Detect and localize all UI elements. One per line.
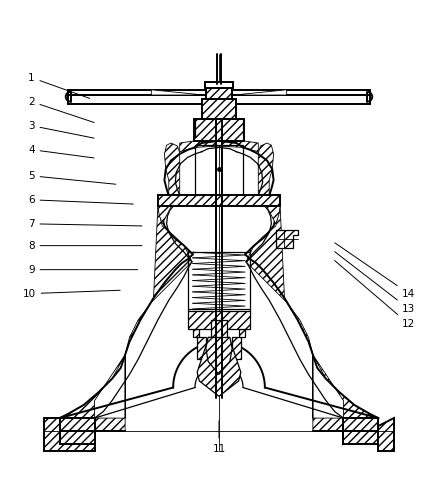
Polygon shape [44,418,95,451]
Text: 7: 7 [28,219,142,229]
Text: 5: 5 [28,171,116,184]
Polygon shape [193,328,199,338]
Polygon shape [343,418,378,444]
Polygon shape [68,90,370,95]
Polygon shape [258,143,274,196]
Text: 10: 10 [22,288,120,298]
Polygon shape [239,328,245,338]
Text: 13: 13 [335,252,416,314]
Polygon shape [206,338,232,374]
Polygon shape [151,90,204,95]
Text: 11: 11 [212,421,226,454]
Text: 4: 4 [28,144,94,158]
Polygon shape [60,355,125,418]
Polygon shape [194,119,244,141]
Polygon shape [265,196,280,224]
Text: 3: 3 [28,120,94,138]
Text: 6: 6 [28,195,133,205]
Polygon shape [158,196,173,224]
Text: 8: 8 [28,240,142,250]
Polygon shape [180,141,258,152]
Polygon shape [343,418,394,451]
Polygon shape [246,206,343,431]
Polygon shape [202,100,236,119]
Polygon shape [158,196,280,206]
Polygon shape [164,143,180,196]
Text: 14: 14 [335,243,416,298]
Text: 2: 2 [28,96,94,122]
Polygon shape [206,88,232,100]
Polygon shape [197,346,241,397]
Polygon shape [313,355,378,418]
Text: 1: 1 [28,72,90,99]
Polygon shape [211,320,227,338]
Polygon shape [276,230,297,248]
Polygon shape [197,338,241,359]
Text: 9: 9 [28,264,138,274]
Polygon shape [95,206,192,431]
Polygon shape [188,311,250,328]
Polygon shape [60,418,95,444]
Polygon shape [68,95,370,104]
Polygon shape [234,90,287,95]
Polygon shape [205,82,233,88]
Text: 12: 12 [335,260,416,329]
